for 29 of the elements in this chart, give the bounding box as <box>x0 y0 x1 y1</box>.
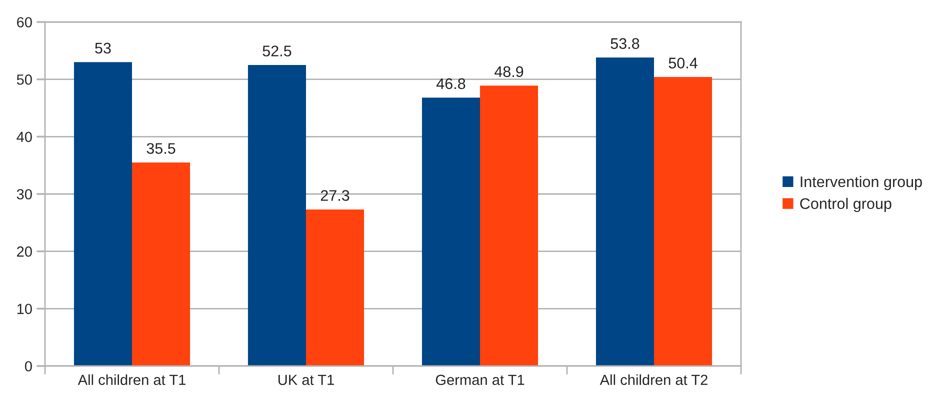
bar <box>654 77 712 366</box>
y-tick-label: 40 <box>16 132 32 142</box>
data-label: 35.5 <box>146 143 176 154</box>
data-label: 52.5 <box>262 46 292 56</box>
y-tick-label: 30 <box>16 189 32 200</box>
data-label: 48.9 <box>494 66 524 78</box>
data-label: 53.8 <box>610 38 640 49</box>
bar <box>596 58 654 366</box>
y-tick-label: 50 <box>16 74 32 85</box>
data-label: 53 <box>95 42 111 54</box>
x-tick-label: UK at T1 <box>278 374 334 386</box>
bar <box>306 209 364 366</box>
data-label: 50.4 <box>668 58 698 68</box>
bar <box>74 62 132 366</box>
bar <box>248 65 306 366</box>
legend-label: Control group <box>800 198 892 212</box>
legend-label: Intervention group <box>800 176 922 190</box>
x-tick-label: German at T1 <box>436 374 524 386</box>
y-tick-label: 20 <box>17 246 32 257</box>
y-tick-label: 10 <box>17 304 32 314</box>
bar <box>132 162 190 366</box>
bar <box>480 86 538 366</box>
x-tick-label: All children at T2 <box>600 374 708 386</box>
y-tick-label: 60 <box>17 17 32 28</box>
x-tick-label: All children at T1 <box>78 374 186 386</box>
bar <box>422 98 480 366</box>
data-label: 27.3 <box>320 190 350 201</box>
data-label: 46.8 <box>436 78 466 90</box>
y-tick-label: 0 <box>24 361 32 372</box>
